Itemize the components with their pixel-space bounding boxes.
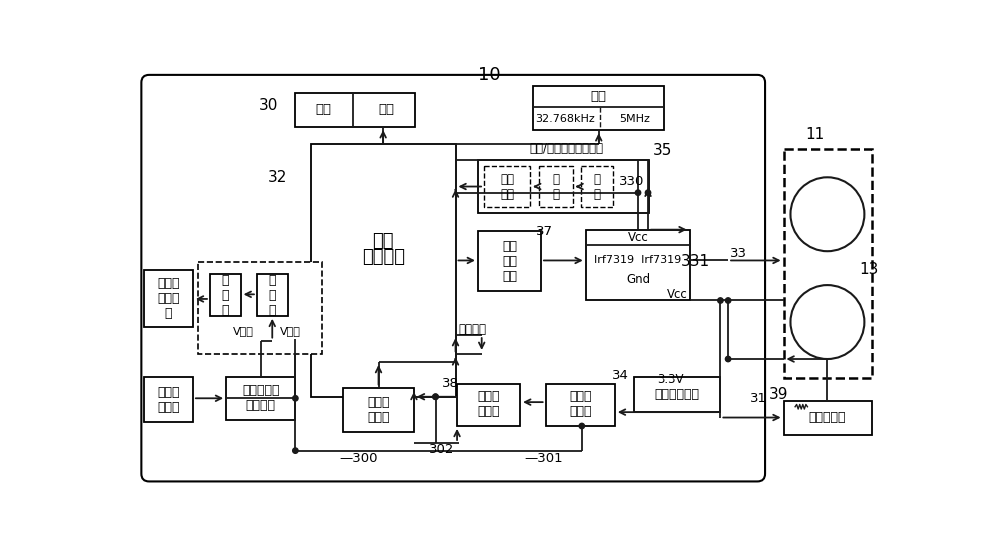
- Circle shape: [635, 190, 641, 195]
- Bar: [311, 144, 456, 397]
- Circle shape: [433, 394, 438, 399]
- Text: 38: 38: [442, 377, 459, 390]
- Text: 31: 31: [750, 392, 767, 405]
- Text: 13: 13: [859, 262, 879, 277]
- Text: 331: 331: [680, 254, 710, 270]
- Text: 10: 10: [478, 66, 501, 84]
- Text: 302: 302: [429, 444, 454, 456]
- FancyBboxPatch shape: [141, 75, 765, 481]
- Text: 32: 32: [268, 170, 287, 185]
- Bar: [478, 160, 649, 213]
- Circle shape: [725, 298, 731, 303]
- Text: 电流采
样电路: 电流采 样电路: [569, 391, 592, 418]
- Bar: [784, 149, 872, 379]
- Text: 显示: 显示: [316, 103, 332, 116]
- Bar: [457, 383, 520, 426]
- Circle shape: [579, 423, 584, 429]
- Circle shape: [293, 448, 298, 453]
- Text: 3.3V: 3.3V: [657, 373, 684, 386]
- Bar: [484, 166, 530, 207]
- Text: 按键: 按键: [378, 103, 394, 116]
- Text: 过温保护: 过温保护: [458, 323, 486, 336]
- Text: Vcc: Vcc: [628, 231, 648, 244]
- Bar: [478, 231, 541, 291]
- Text: 外部交
流电源: 外部交 流电源: [157, 386, 180, 414]
- Text: —300: —300: [339, 452, 378, 465]
- Bar: [257, 274, 288, 316]
- Text: 11: 11: [805, 127, 825, 142]
- Bar: [144, 270, 193, 328]
- Circle shape: [645, 190, 651, 195]
- Text: V供电: V供电: [280, 327, 301, 336]
- Text: —301: —301: [524, 452, 563, 465]
- Text: 37: 37: [536, 225, 553, 238]
- Text: 通信/充电切换控制信号: 通信/充电切换控制信号: [529, 142, 603, 155]
- Bar: [586, 230, 690, 300]
- Text: 整
形: 整 形: [552, 172, 559, 201]
- Text: 33: 33: [730, 247, 747, 260]
- Text: 32.768kHz: 32.768kHz: [535, 114, 595, 124]
- Text: 充电保
护开关: 充电保 护开关: [477, 391, 500, 418]
- Bar: [784, 400, 872, 435]
- Bar: [634, 377, 720, 412]
- Text: 35: 35: [653, 143, 672, 158]
- Circle shape: [293, 395, 298, 401]
- Text: Gnd: Gnd: [626, 273, 650, 286]
- Bar: [210, 274, 241, 316]
- Text: 滤
波: 滤 波: [594, 172, 601, 201]
- Text: 电压采
样电路: 电压采 样电路: [367, 396, 390, 424]
- Bar: [226, 377, 295, 420]
- Text: 39: 39: [768, 387, 788, 402]
- Bar: [581, 166, 613, 207]
- Text: 保
险
丝: 保 险 丝: [222, 274, 229, 317]
- Text: 第一: 第一: [372, 232, 394, 250]
- Text: 脉宽
拓展: 脉宽 拓展: [500, 172, 514, 201]
- Text: 微处理器: 微处理器: [362, 248, 405, 266]
- Text: 330: 330: [619, 174, 645, 188]
- Text: 温度传感器: 温度传感器: [809, 411, 846, 424]
- Bar: [198, 262, 322, 354]
- Text: 30: 30: [259, 98, 278, 113]
- Bar: [343, 387, 414, 432]
- Bar: [539, 166, 573, 207]
- Circle shape: [718, 298, 723, 303]
- Text: 体外电池充
电供电器: 体外电池充 电供电器: [242, 385, 279, 412]
- Text: 驱动
放大
电路: 驱动 放大 电路: [502, 240, 517, 283]
- Text: 电源变换电路: 电源变换电路: [655, 388, 700, 401]
- Bar: [144, 377, 193, 422]
- Text: 晶体: 晶体: [591, 90, 607, 103]
- Text: Vcc: Vcc: [667, 288, 688, 301]
- Circle shape: [725, 356, 731, 362]
- Text: V充电: V充电: [233, 327, 253, 336]
- Text: 体外可
充电电
池: 体外可 充电电 池: [157, 277, 180, 321]
- Text: 5MHz: 5MHz: [619, 114, 650, 124]
- Bar: [546, 383, 615, 426]
- Text: 二
极
管: 二 极 管: [269, 274, 276, 317]
- Bar: [533, 86, 664, 130]
- Bar: [295, 92, 415, 127]
- Circle shape: [433, 394, 438, 399]
- Text: 34: 34: [612, 369, 629, 382]
- Text: Irf7319  Irf7319: Irf7319 Irf7319: [594, 255, 682, 265]
